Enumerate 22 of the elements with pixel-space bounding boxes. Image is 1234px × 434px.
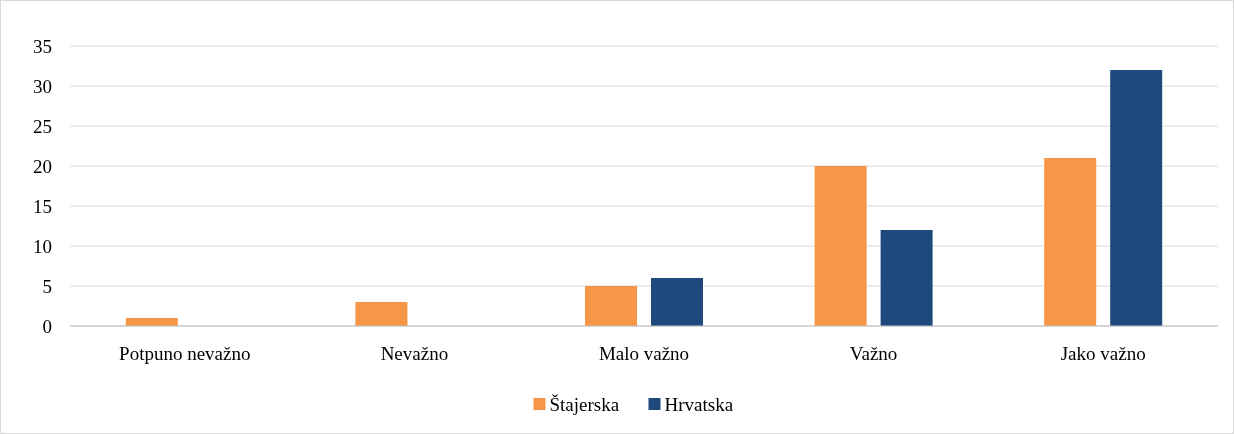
y-tick-label: 5: [42, 275, 52, 297]
y-tick-label: 30: [33, 75, 52, 97]
bar: [585, 286, 637, 326]
bar: [880, 230, 933, 326]
bar: [1110, 70, 1163, 326]
y-tick-label: 35: [33, 35, 52, 57]
x-tick-label: Jako važno: [1060, 343, 1146, 364]
x-tick-label: Potpuno nevažno: [119, 343, 251, 364]
y-tick-label: 20: [33, 155, 52, 177]
legend-label: Štajerska: [549, 393, 620, 415]
x-tick-label: Nevažno: [380, 343, 449, 364]
bar: [651, 278, 703, 326]
y-tick-label: 15: [33, 195, 52, 217]
legend-label: Hrvatska: [664, 393, 734, 415]
y-tick-label: 25: [33, 115, 52, 137]
x-tick-label: Malo važno: [598, 343, 690, 364]
y-tick-label: 0: [42, 315, 52, 337]
bar: [355, 302, 408, 326]
bar: [814, 166, 867, 326]
y-tick-label: 10: [33, 235, 52, 257]
x-tick-label: Važno: [849, 343, 898, 364]
bar: [1044, 158, 1097, 326]
